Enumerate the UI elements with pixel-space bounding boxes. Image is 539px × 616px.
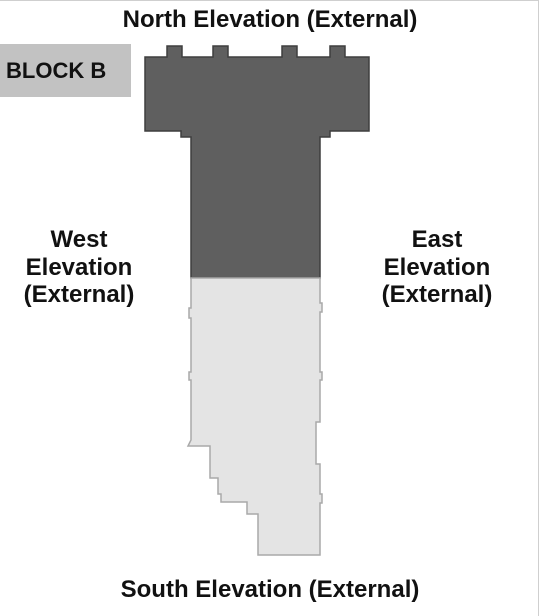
light-plan-section: [186, 277, 323, 556]
north-elevation-label: North Elevation (External): [122, 6, 418, 33]
top-border: [0, 0, 539, 1]
east-elevation-label: East Elevation (External): [381, 226, 493, 309]
south-elevation-label: South Elevation (External): [120, 576, 420, 603]
block-tag: BLOCK B: [0, 44, 131, 97]
west-elevation-label: West Elevation (External): [23, 226, 135, 309]
dark-plan-section: [144, 45, 370, 279]
